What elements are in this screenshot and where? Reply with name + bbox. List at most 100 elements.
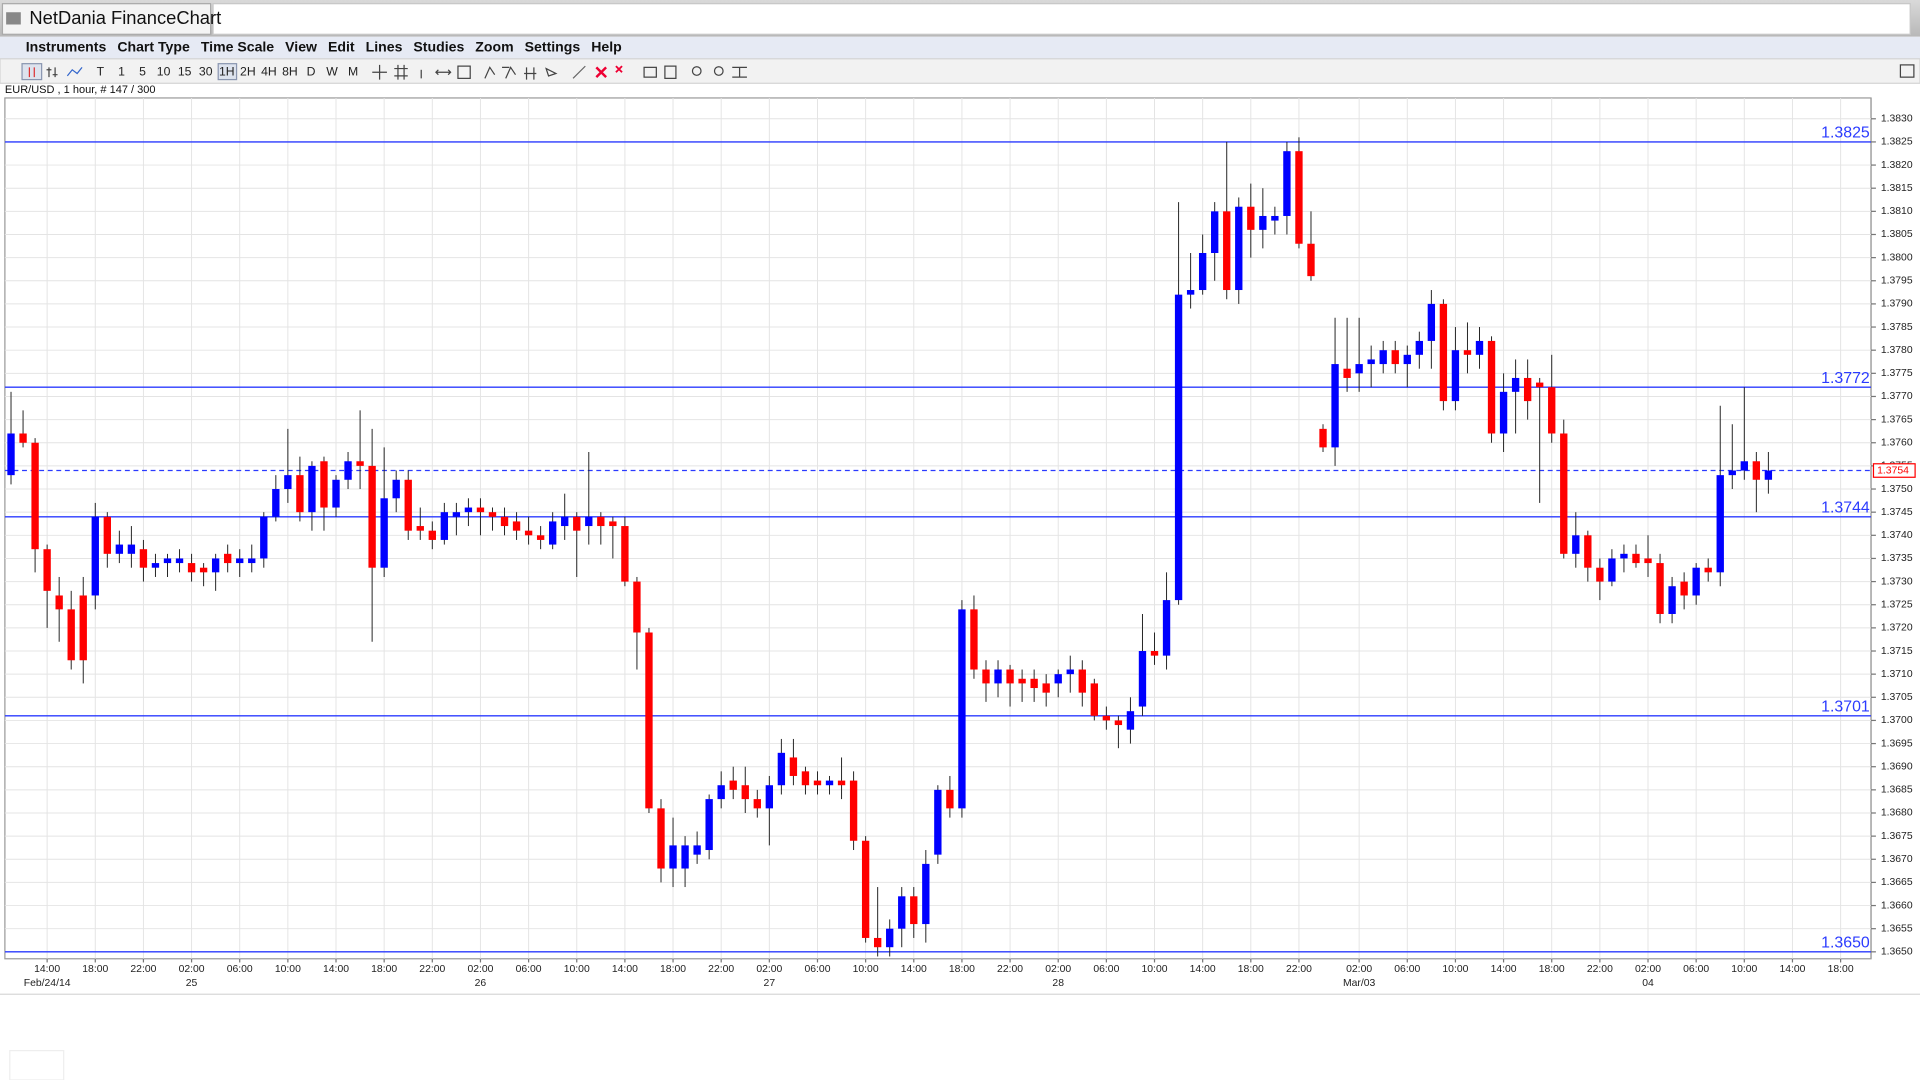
candle-body (789, 757, 798, 776)
toolbar-button[interactable]: 15 (178, 64, 192, 78)
level-label: 1.3772 (1821, 370, 1870, 387)
toolbar-icon[interactable] (643, 66, 657, 78)
toolbar-button[interactable]: M (348, 64, 358, 78)
toolbar-icon[interactable] (66, 66, 83, 77)
y-tick-label: 1.3710 (1881, 669, 1913, 680)
candle-body (705, 799, 713, 851)
menu-item[interactable]: Studies (413, 38, 464, 54)
y-tick-label: 1.3815 (1881, 183, 1913, 194)
candle-body (597, 516, 605, 527)
candle-body (452, 512, 461, 517)
menu-item[interactable]: Lines (366, 38, 403, 54)
candle-body (1186, 290, 1195, 295)
toolbar-button[interactable] (21, 63, 43, 81)
candle-body (849, 780, 858, 841)
candle-body (199, 567, 208, 573)
toolbar-button[interactable]: 1 (118, 64, 125, 78)
candle-body (1126, 711, 1135, 730)
toolbar-icon[interactable] (502, 66, 517, 79)
candle-body (994, 669, 1002, 684)
x-tick-label: 18:00 (1828, 964, 1854, 975)
toolbar-icon[interactable] (713, 66, 724, 76)
candle-body (1162, 600, 1171, 656)
x-tick-label: 06:00 (1394, 964, 1420, 975)
level-label: 1.3825 (1821, 125, 1870, 142)
candle-body (1451, 350, 1460, 402)
y-tick-label: 1.3695 (1881, 738, 1913, 749)
y-tick-label: 1.3830 (1881, 114, 1913, 125)
candle-body (922, 863, 930, 925)
toolbar-button[interactable]: T (97, 64, 105, 78)
x-tick-label: 18:00 (949, 964, 975, 975)
toolbar-icon[interactable] (615, 65, 623, 73)
candle-body (1042, 683, 1050, 693)
toolbar-button[interactable]: 10 (157, 64, 171, 78)
menu-bar (0, 36, 1920, 59)
candle-body (1475, 340, 1484, 355)
toolbar-icon[interactable] (46, 67, 58, 78)
toolbar-button[interactable]: W (326, 64, 338, 78)
candle-body (536, 535, 545, 540)
x-tick-label: 06:00 (804, 964, 830, 975)
candle-body (103, 516, 111, 554)
y-tick-label: 1.3820 (1881, 160, 1913, 171)
candle-body (813, 780, 822, 786)
menu-item[interactable]: Chart Type (117, 38, 190, 54)
candle-body (1174, 294, 1183, 601)
candle-body (211, 558, 220, 573)
menu-item[interactable]: View (285, 38, 317, 54)
toolbar-icon[interactable] (28, 67, 35, 78)
last-price-box (1872, 463, 1916, 478)
candle-body (573, 516, 581, 531)
toolbar-icon[interactable] (394, 64, 408, 80)
candle-body (1740, 461, 1748, 471)
toolbar-icon[interactable] (572, 65, 586, 79)
candle-body (91, 516, 99, 596)
candle-body (356, 461, 364, 466)
candle-body (404, 479, 412, 531)
menu-item[interactable]: Instruments (26, 38, 107, 54)
candle-body (127, 544, 136, 554)
x-date-label: 26 (475, 978, 487, 989)
y-tick-label: 1.3700 (1881, 715, 1913, 726)
menu-item[interactable]: Zoom (475, 38, 513, 54)
candle-body (1668, 586, 1676, 614)
menu-item[interactable]: Time Scale (201, 38, 274, 54)
toolbar-icon[interactable] (545, 67, 558, 77)
toolbar-icon[interactable] (457, 65, 471, 79)
menu-item[interactable]: Edit (328, 38, 355, 54)
toolbar-button[interactable]: D (307, 64, 316, 78)
toolbar-button[interactable]: 2H (240, 64, 256, 78)
candle-body (1319, 428, 1327, 448)
candle-body (151, 563, 160, 568)
toolbar-icon[interactable] (691, 66, 702, 76)
toolbar-icon[interactable] (435, 69, 452, 76)
x-tick-label: 14:00 (1491, 964, 1517, 975)
x-tick-label: 10:00 (1442, 964, 1468, 975)
toolbar-button[interactable]: 8H (282, 64, 298, 78)
toolbar-button-active[interactable] (217, 63, 238, 81)
candle-body (753, 799, 761, 809)
toolbar-icon[interactable] (595, 66, 607, 79)
toolbar-icon[interactable] (372, 64, 387, 80)
candle-body (633, 581, 641, 633)
candle-body (428, 530, 436, 540)
menu-item[interactable]: Settings (525, 38, 581, 54)
toolbar-icon[interactable] (732, 66, 747, 78)
candle-body (476, 507, 485, 513)
x-tick-label: 22:00 (997, 964, 1023, 975)
candle-body (765, 785, 774, 809)
toolbar-icon[interactable] (664, 65, 677, 79)
x-date-label: 27 (764, 978, 776, 989)
toolbar-button[interactable]: 1H (219, 64, 235, 78)
menu-item[interactable]: Help (591, 38, 622, 54)
app-icon (6, 12, 21, 25)
toolbar-button[interactable]: 30 (199, 64, 213, 78)
toolbar-icon[interactable] (484, 66, 496, 79)
toolbar-button[interactable]: 5 (139, 64, 146, 78)
candle-body (1367, 359, 1375, 365)
toolbar-icon[interactable] (1899, 64, 1915, 78)
toolbar-button[interactable]: 4H (261, 64, 277, 78)
toolbar-icon[interactable] (524, 67, 537, 80)
x-tick-label: 18:00 (1238, 964, 1264, 975)
